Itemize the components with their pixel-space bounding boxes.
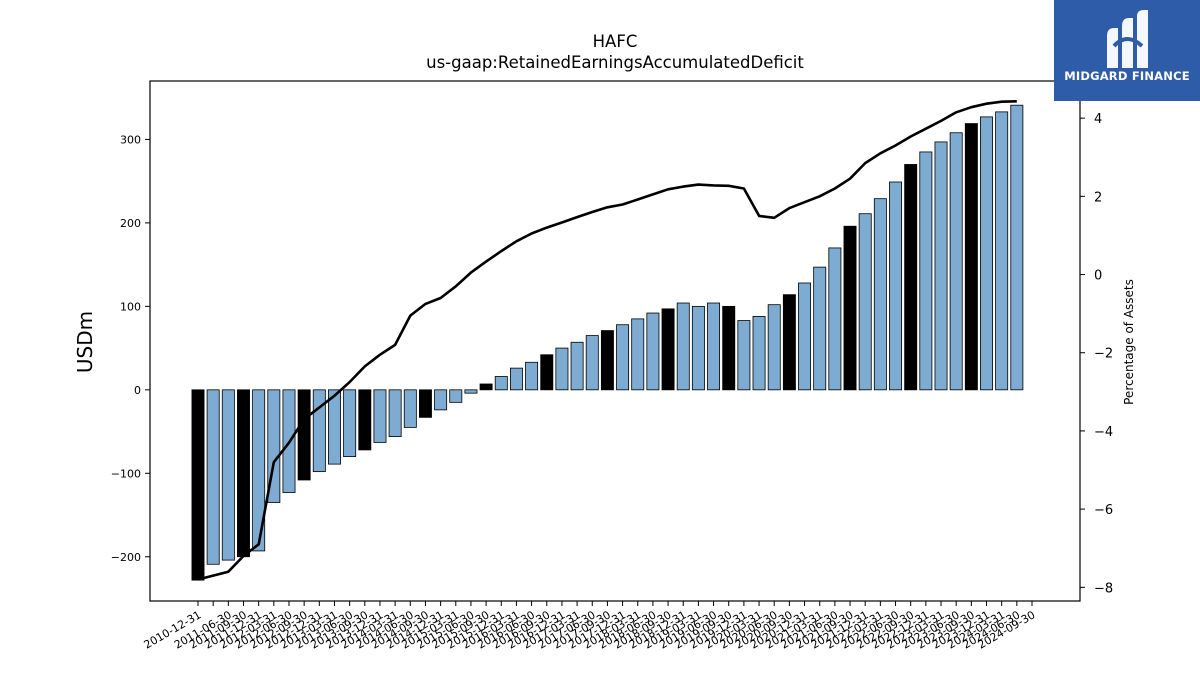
bar <box>767 304 781 391</box>
bar <box>707 302 721 391</box>
bar <box>494 376 508 391</box>
bar <box>434 389 448 411</box>
plot-frame <box>149 80 1081 602</box>
y-axis-label: USDm <box>73 311 97 373</box>
y2-axis-label: Percentage of Assets <box>1122 279 1136 405</box>
bar <box>889 181 902 391</box>
bar <box>1010 104 1024 391</box>
bar <box>873 198 887 391</box>
midgard-finance-logo: MIDGARD FINANCE <box>1054 0 1200 101</box>
bar <box>904 164 918 391</box>
bar <box>525 361 539 391</box>
bar <box>449 389 463 403</box>
bar <box>358 389 372 451</box>
bar <box>858 213 872 391</box>
bar <box>737 320 751 391</box>
bar <box>221 389 235 561</box>
bar <box>980 116 993 391</box>
y2-tick-label: −6 <box>1094 503 1113 518</box>
y-tick-label: −200 <box>111 551 141 564</box>
bar <box>661 308 675 391</box>
y-tick-label: 100 <box>120 300 141 313</box>
bar <box>631 318 645 391</box>
bar <box>843 225 857 391</box>
bar <box>676 302 690 391</box>
bar <box>555 347 569 391</box>
bar <box>722 305 736 391</box>
y-tick-label: 300 <box>120 133 141 146</box>
y2-tick-label: −8 <box>1094 581 1113 596</box>
chart-subtitle: us-gaap:RetainedEarningsAccumulatedDefic… <box>426 53 804 72</box>
bar <box>570 341 584 391</box>
bar <box>934 141 948 391</box>
bar <box>403 389 417 428</box>
bar <box>691 305 705 391</box>
bar <box>540 354 554 391</box>
bars-layer <box>191 104 1024 581</box>
bar <box>995 111 1009 391</box>
labels-layer: USDm Percentage of Assets <box>73 279 1136 405</box>
bar <box>585 335 599 391</box>
bar <box>964 123 978 391</box>
bar <box>252 389 266 552</box>
axes-layer: −200−1000100200300−8−6−4−20242010-12-312… <box>111 80 1113 652</box>
bar <box>237 389 250 558</box>
bar <box>752 315 766 391</box>
bar <box>464 389 478 394</box>
y-tick-label: 200 <box>120 217 141 230</box>
bar <box>312 389 326 473</box>
bar <box>509 367 523 391</box>
bar <box>813 266 827 391</box>
bar <box>388 389 402 437</box>
bar <box>919 151 933 391</box>
bar <box>798 282 812 391</box>
bar <box>646 312 660 391</box>
y2-tick-label: −2 <box>1094 347 1113 362</box>
bar <box>600 330 614 391</box>
bar <box>949 132 963 391</box>
bar <box>418 389 432 418</box>
bar <box>206 389 220 565</box>
y2-tick-label: −4 <box>1094 425 1113 440</box>
logo-text: MIDGARD FINANCE <box>1064 69 1190 83</box>
y2-tick-label: 4 <box>1094 112 1102 127</box>
y2-tick-label: 0 <box>1094 269 1102 284</box>
bar <box>343 389 357 458</box>
midgard-logo-mark-icon <box>1107 10 1148 68</box>
y-tick-label: −100 <box>111 467 141 480</box>
percentage-line <box>197 100 1017 581</box>
chart-title: HAFC <box>592 32 638 51</box>
bar <box>479 383 493 391</box>
bar <box>191 389 205 581</box>
bar <box>373 389 387 443</box>
bar <box>297 389 311 481</box>
y2-tick-label: 2 <box>1094 190 1102 205</box>
bar <box>328 389 341 465</box>
bar <box>828 247 842 391</box>
y-tick-label: 0 <box>134 384 141 397</box>
line-layer <box>197 100 1017 581</box>
bar <box>616 324 630 391</box>
bar <box>782 294 796 391</box>
